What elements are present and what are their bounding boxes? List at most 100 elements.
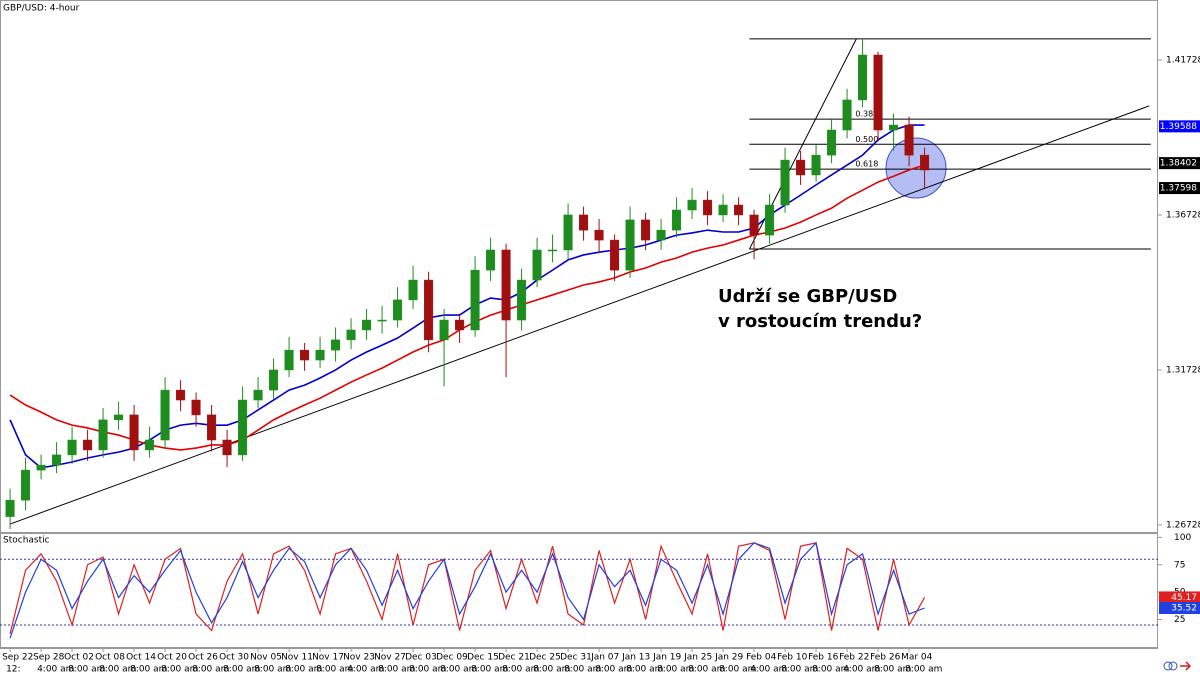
- icon: [1180, 661, 1192, 671]
- x-tick-label: Oct 14: [126, 653, 156, 663]
- x-tick-label: Jan 19: [652, 653, 681, 663]
- candle-body: [858, 54, 868, 101]
- trendline: [9, 105, 1150, 525]
- candle-body: [222, 439, 232, 456]
- y-tick-label: 1.26728: [1166, 521, 1200, 531]
- x-sublabel: 8:00 am: [192, 665, 229, 675]
- candle-body: [873, 54, 883, 131]
- candle-body: [377, 319, 387, 322]
- candle-body: [238, 399, 248, 456]
- x-sublabel: 4:00 am: [347, 665, 384, 675]
- candle-body: [765, 204, 775, 236]
- candle-body: [114, 414, 124, 421]
- candle-body: [641, 219, 651, 241]
- candle-body: [796, 159, 806, 176]
- fib-label: 0.500: [855, 135, 878, 144]
- candle-body: [842, 99, 852, 131]
- x-tick-label: Dec 25: [529, 653, 561, 663]
- candle-body: [253, 389, 263, 401]
- candle-body: [300, 349, 310, 361]
- candle-body: [532, 249, 542, 281]
- x-tick-label: Oct 08: [95, 653, 125, 663]
- x-tick-label: Oct 30: [219, 653, 249, 663]
- candle-body: [269, 369, 279, 391]
- x-sublabel: 8:00 am: [533, 665, 570, 675]
- candle-body: [424, 279, 434, 341]
- candle-body: [145, 439, 155, 451]
- chart-title: GBP/USD: 4-hour: [3, 4, 80, 14]
- x-sublabel: 8:00 am: [254, 665, 291, 675]
- x-sublabel: 4:00 am: [750, 665, 787, 675]
- price-label: 1.38402: [1160, 159, 1197, 169]
- candle-body: [610, 239, 620, 271]
- x-tick-label: Nov 27: [374, 653, 406, 663]
- x-sublabel: 8:00 am: [688, 665, 725, 675]
- stochastic-plot: [0, 541, 1158, 639]
- axes: Sep 22 12: Sep 28 4:00 am Oct 02 8:00 am Oct 0…: [2, 56, 1200, 675]
- main-panel: [0, 0, 1158, 533]
- stochastic-title-box: [1, 534, 59, 546]
- x-tick-label: Feb 04: [746, 653, 777, 663]
- x-sublabel: 12:: [6, 665, 20, 675]
- x-sublabel: 8:00 am: [161, 665, 198, 675]
- candle-body: [920, 154, 930, 171]
- x-tick-label: Nov 23: [343, 653, 375, 663]
- x-tick-label: Feb 22: [839, 653, 869, 663]
- x-sublabel: 8:00 am: [99, 665, 136, 675]
- x-tick-label: Nov 05: [250, 653, 282, 663]
- x-tick-label: Sep 28: [33, 653, 65, 663]
- candle-body: [160, 389, 170, 441]
- x-tick-label: Oct 20: [157, 653, 187, 663]
- x-sublabel: 8:00 am: [68, 665, 105, 675]
- x-sublabel: 8:00 am: [781, 665, 818, 675]
- x-tick-label: Sep 22: [2, 653, 33, 663]
- x-sublabel: 8:00 am: [223, 665, 260, 675]
- x-tick-label: Oct 26: [188, 653, 218, 663]
- value-label: 45.17: [1171, 593, 1197, 603]
- x-sublabel: 8:00 am: [874, 665, 911, 675]
- candle-body: [827, 129, 837, 156]
- x-sublabel: 8:00 am: [564, 665, 601, 675]
- corner-icons: [1163, 661, 1192, 671]
- fib-label: 0.382: [855, 110, 878, 119]
- value-box: [1159, 602, 1200, 615]
- price-label: 1.37598: [1160, 184, 1197, 194]
- x-sublabel: 8:00 am: [657, 665, 694, 675]
- candle-body: [548, 249, 558, 252]
- candle-body: [393, 299, 403, 321]
- candle-body: [284, 349, 294, 371]
- candle-body: [52, 454, 62, 466]
- candle-body: [346, 329, 356, 341]
- candle-body: [703, 199, 713, 216]
- annotation: Udrží se GBP/USD: [718, 286, 897, 307]
- candle-body: [98, 419, 108, 451]
- price-label: 1.39588: [1160, 122, 1197, 132]
- x-tick-label: Mar 04: [901, 653, 933, 663]
- y-tick-label: 75: [1174, 560, 1185, 570]
- candle-body: [315, 349, 325, 361]
- candle-body: [687, 199, 697, 211]
- candle-body: [486, 249, 496, 271]
- price-label-box: [1159, 120, 1200, 133]
- candle-body: [904, 124, 914, 156]
- x-sublabel: 8:00 am: [595, 665, 632, 675]
- candle-body: [889, 124, 899, 131]
- x-tick-label: Jan 07: [590, 653, 619, 663]
- annotation: v rostoucím trendu?: [718, 311, 922, 332]
- x-sublabel: 8:00 am: [471, 665, 508, 675]
- candle-body: [408, 279, 418, 301]
- value-box: [1159, 591, 1200, 604]
- candle-body: [67, 439, 77, 456]
- x-tick-label: Dec 21: [498, 653, 530, 663]
- candle-body: [21, 469, 31, 501]
- x-tick-label: Dec 31: [560, 653, 592, 663]
- x-tick-label: Feb 16: [808, 653, 839, 663]
- icon: [1163, 661, 1173, 671]
- candle-body: [563, 214, 573, 251]
- x-sublabel: 8:00 am: [719, 665, 756, 675]
- candle-body: [579, 214, 589, 231]
- y-tick-label: 100: [1174, 533, 1191, 543]
- candle-body: [672, 209, 682, 231]
- x-sublabel: 8:00 am: [285, 665, 322, 675]
- stochastic-panel: [0, 533, 1158, 648]
